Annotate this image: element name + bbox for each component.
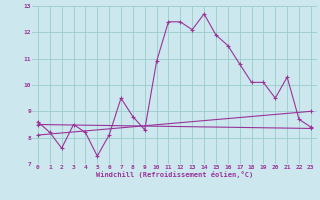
X-axis label: Windchill (Refroidissement éolien,°C): Windchill (Refroidissement éolien,°C) <box>96 171 253 178</box>
